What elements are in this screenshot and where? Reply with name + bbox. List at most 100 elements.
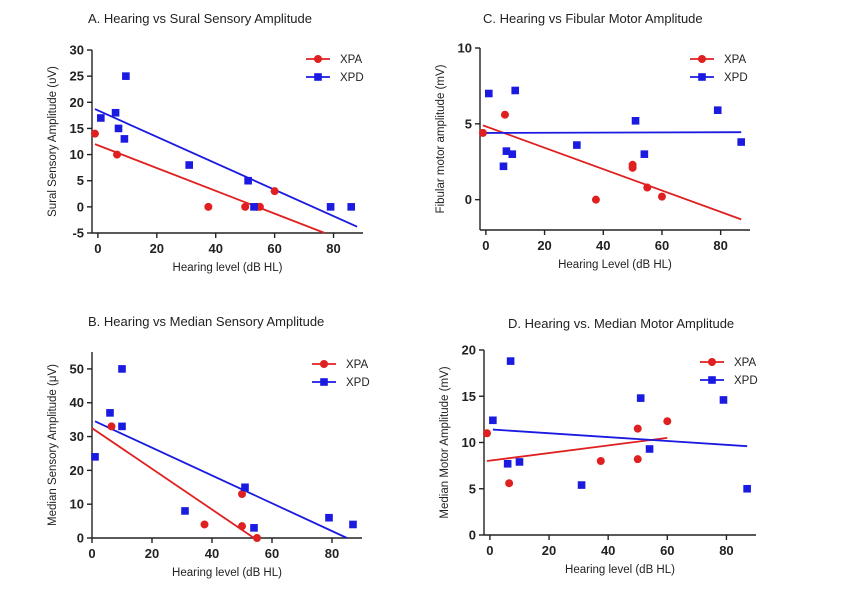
legend-label-xpa: XPA bbox=[346, 359, 368, 371]
data-point-xpd bbox=[502, 147, 511, 155]
data-point-xpd bbox=[631, 117, 640, 125]
y-tick-label: 20 bbox=[70, 95, 84, 110]
legend-marker-xpa bbox=[314, 55, 322, 63]
data-point-xpa bbox=[596, 457, 605, 465]
y-axis-label: Sural Sensory Amplitude (υV) bbox=[47, 66, 59, 217]
y-tick-label: 40 bbox=[70, 395, 84, 410]
x-tick-label: 40 bbox=[208, 241, 222, 256]
data-point-xpd bbox=[719, 396, 728, 404]
x-axis-label: Hearing level (dB HL) bbox=[565, 564, 675, 576]
x-tick-label: 20 bbox=[145, 546, 159, 561]
y-tick-label: 5 bbox=[465, 116, 472, 131]
data-point-xpd bbox=[97, 114, 105, 122]
data-point-xpd bbox=[645, 445, 654, 453]
data-point-xpd bbox=[120, 135, 129, 143]
legend-label-xpd: XPD bbox=[346, 377, 370, 389]
data-point-xpd bbox=[244, 176, 252, 185]
legend-marker-xpa bbox=[320, 360, 328, 368]
legend-marker-xpd bbox=[708, 376, 716, 384]
x-axis-label: Hearing level (dB HL) bbox=[172, 567, 282, 579]
y-tick-label: 5 bbox=[469, 481, 476, 496]
data-point-xpd bbox=[118, 422, 126, 431]
legend-marker-xpa bbox=[708, 358, 716, 366]
legend-marker-xpd bbox=[314, 73, 322, 81]
y-tick-label: 5 bbox=[77, 173, 84, 188]
fit-line-xpa bbox=[486, 436, 668, 462]
legend-label-xpa: XPA bbox=[340, 54, 362, 66]
data-point-xpd bbox=[106, 409, 114, 417]
x-tick-label: 0 bbox=[482, 238, 489, 253]
data-point-xpd bbox=[325, 513, 333, 522]
data-point-xpd bbox=[737, 138, 745, 146]
x-tick-label: 80 bbox=[325, 546, 339, 561]
y-tick-label: 0 bbox=[469, 528, 476, 543]
data-point-xpd bbox=[91, 453, 99, 461]
data-point-xpa bbox=[255, 202, 264, 211]
chart-panel-c: C. Hearing vs Fibular Motor Amplitude 0 5 1… bbox=[435, 11, 750, 271]
x-tick-label: 60 bbox=[267, 241, 281, 256]
data-point-xpa bbox=[204, 202, 213, 211]
y-tick-label: -5 bbox=[72, 226, 84, 241]
x-axis-label: Hearing level (dB HL) bbox=[173, 262, 283, 274]
data-point-xpd bbox=[111, 108, 120, 117]
data-point-xpd bbox=[499, 162, 508, 171]
fit-line-xpa bbox=[94, 143, 326, 234]
chart-panel-a: A. Hearing vs Sural Sensory Amplitude -5 0… bbox=[47, 11, 364, 274]
fit-line-xpd bbox=[94, 420, 348, 539]
data-point-xpa bbox=[628, 160, 637, 169]
y-tick-label: 0 bbox=[465, 192, 472, 207]
legend-marker-xpd bbox=[320, 378, 328, 386]
data-point-xpa bbox=[500, 110, 509, 119]
chart-panel-d: D. Hearing vs. Median Motor Amplitude 0 5 1… bbox=[439, 316, 758, 576]
data-point-xpd bbox=[326, 203, 335, 211]
chart-title: C. Hearing vs Fibular Motor Amplitude bbox=[483, 11, 703, 26]
x-tick-label: 60 bbox=[265, 546, 279, 561]
y-axis-label: Fibular motor amplitude (mV) bbox=[435, 64, 447, 213]
data-point-xpd bbox=[349, 520, 357, 529]
y-tick-label: 50 bbox=[70, 361, 84, 376]
data-point-xpa bbox=[238, 490, 246, 499]
legend-label-xpd: XPD bbox=[724, 72, 748, 84]
y-tick-label: 15 bbox=[70, 121, 84, 136]
data-point-xpd bbox=[122, 72, 130, 80]
y-tick-label: 25 bbox=[70, 69, 84, 84]
fit-line-xpd bbox=[492, 428, 748, 448]
y-tick-label: 10 bbox=[70, 497, 84, 512]
x-tick-label: 80 bbox=[326, 241, 340, 256]
data-point-xpd bbox=[577, 481, 586, 489]
x-tick-label: 80 bbox=[713, 238, 727, 253]
data-point-xpd bbox=[118, 365, 126, 373]
data-point-xpa bbox=[107, 422, 116, 431]
y-tick-label: 20 bbox=[462, 343, 476, 358]
data-point-xpd bbox=[511, 86, 520, 95]
data-point-xpa bbox=[478, 128, 487, 137]
fit-line-xpa bbox=[482, 124, 742, 221]
x-tick-label: 20 bbox=[537, 238, 551, 253]
data-point-xpd bbox=[250, 524, 258, 532]
data-point-xpa bbox=[657, 192, 666, 201]
y-tick-label: 10 bbox=[458, 41, 472, 56]
data-point-xpd bbox=[515, 458, 524, 466]
fit-line-xpd bbox=[482, 131, 742, 134]
x-tick-label: 20 bbox=[150, 241, 164, 256]
legend-label-xpa: XPA bbox=[734, 357, 756, 369]
data-point-xpd bbox=[181, 507, 189, 515]
data-point-xpa bbox=[643, 183, 652, 192]
x-tick-label: 60 bbox=[660, 543, 674, 558]
data-point-xpd bbox=[506, 357, 515, 365]
fit-line-xpd bbox=[94, 108, 358, 228]
y-tick-label: 10 bbox=[462, 435, 476, 450]
data-point-xpa bbox=[90, 129, 99, 138]
data-point-xpd bbox=[636, 394, 645, 402]
fit-line-xpa bbox=[91, 427, 255, 539]
x-axis-label: Hearing Level (dB HL) bbox=[558, 259, 672, 271]
y-axis-label: Median Sensory Amplitude (μV) bbox=[47, 364, 59, 526]
data-point-xpa bbox=[505, 479, 514, 488]
x-tick-label: 40 bbox=[596, 238, 610, 253]
y-tick-label: 30 bbox=[70, 43, 84, 58]
data-point-xpa bbox=[633, 424, 642, 433]
x-tick-label: 40 bbox=[601, 543, 615, 558]
legend-marker-xpa bbox=[698, 55, 706, 63]
x-tick-label: 0 bbox=[94, 241, 101, 256]
chart-title: D. Hearing vs. Median Motor Amplitude bbox=[508, 316, 734, 331]
